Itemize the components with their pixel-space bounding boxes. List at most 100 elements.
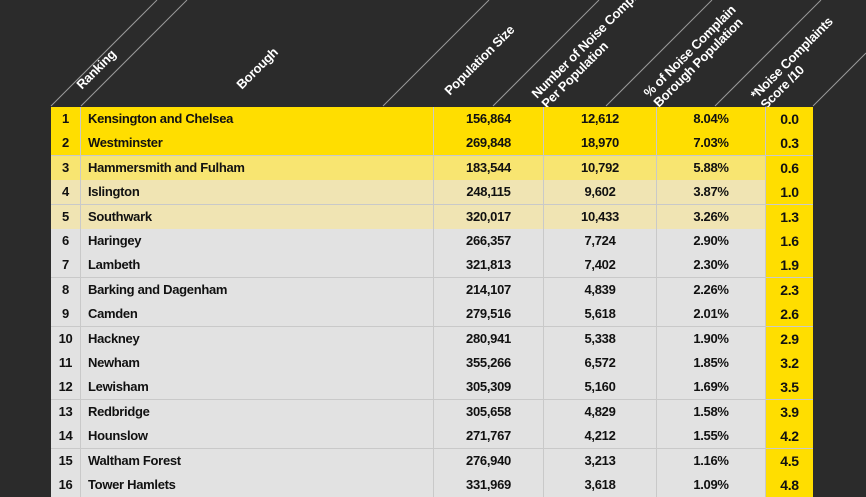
population-cell: 276,940 <box>434 448 544 473</box>
complaints-cell: 10,433 <box>544 204 657 229</box>
percent-cell: 3.26% <box>657 204 766 229</box>
complaints-cell: 6,572 <box>544 351 657 375</box>
population-cell: 183,544 <box>434 155 544 180</box>
noise-complaints-table-graphic: Ranking Borough Population Size Number o… <box>50 0 866 497</box>
divider-line <box>80 0 188 107</box>
rank-cell: 15 <box>51 448 81 473</box>
rank-cell: 5 <box>51 204 81 229</box>
header-divider-lines <box>50 0 866 107</box>
percent-cell: 2.90% <box>657 229 766 253</box>
score-cell: 1.3 <box>766 204 813 229</box>
rank-cell: 10 <box>51 326 81 351</box>
complaints-cell: 12,612 <box>544 107 657 131</box>
borough-cell: Redbridge <box>81 399 434 424</box>
population-cell: 271,767 <box>434 424 544 449</box>
table-row: 10 Hackney 280,941 5,338 1.90% 2.9 <box>51 326 813 351</box>
score-cell: 0.3 <box>766 131 813 156</box>
divider-line <box>605 0 713 107</box>
score-cell: 3.5 <box>766 375 813 400</box>
rank-cell: 1 <box>51 107 81 131</box>
table-row: 3 Hammersmith and Fulham 183,544 10,792 5.88… <box>51 155 813 180</box>
rank-cell: 9 <box>51 302 81 327</box>
complaints-cell: 3,213 <box>544 448 657 473</box>
percent-cell: 1.16% <box>657 448 766 473</box>
table-row: 13 Redbridge 305,658 4,829 1.58% 3.9 <box>51 399 813 424</box>
table-row: 14 Hounslow 271,767 4,212 1.55% 4.2 <box>51 424 813 449</box>
score-cell: 4.5 <box>766 448 813 473</box>
population-cell: 331,969 <box>434 473 544 497</box>
score-cell: 0.6 <box>766 155 813 180</box>
table-row: 4 Islington 248,115 9,602 3.87% 1.0 <box>51 180 813 205</box>
borough-cell: Lewisham <box>81 375 434 400</box>
borough-cell: Waltham Forest <box>81 448 434 473</box>
borough-cell: Newham <box>81 351 434 375</box>
divider-line <box>812 52 866 107</box>
borough-cell: Hammersmith and Fulham <box>81 155 434 180</box>
percent-cell: 2.01% <box>657 302 766 327</box>
score-cell: 2.9 <box>766 326 813 351</box>
borough-cell: Hounslow <box>81 424 434 449</box>
percent-cell: 2.30% <box>657 253 766 278</box>
population-cell: 279,516 <box>434 302 544 327</box>
percent-cell: 5.88% <box>657 155 766 180</box>
rank-cell: 4 <box>51 180 81 205</box>
population-cell: 248,115 <box>434 180 544 205</box>
population-cell: 269,848 <box>434 131 544 156</box>
score-cell: 4.8 <box>766 473 813 497</box>
rank-cell: 2 <box>51 131 81 156</box>
borough-cell: Kensington and Chelsea <box>81 107 434 131</box>
percent-cell: 1.58% <box>657 399 766 424</box>
percent-cell: 1.69% <box>657 375 766 400</box>
table-row: 9 Camden 279,516 5,618 2.01% 2.6 <box>51 302 813 327</box>
table-row: 15 Waltham Forest 276,940 3,213 1.16% 4.5 <box>51 448 813 473</box>
percent-cell: 1.90% <box>657 326 766 351</box>
borough-cell: Hackney <box>81 326 434 351</box>
score-cell: 0.0 <box>766 107 813 131</box>
borough-cell: Southwark <box>81 204 434 229</box>
complaints-cell: 5,160 <box>544 375 657 400</box>
table-row: 2 Westminster 269,848 18,970 7.03% 0.3 <box>51 131 813 156</box>
table-row: 5 Southwark 320,017 10,433 3.26% 1.3 <box>51 204 813 229</box>
borough-cell: Barking and Dagenham <box>81 277 434 302</box>
borough-cell: Islington <box>81 180 434 205</box>
rank-cell: 7 <box>51 253 81 278</box>
percent-cell: 1.55% <box>657 424 766 449</box>
rank-cell: 11 <box>51 351 81 375</box>
population-cell: 321,813 <box>434 253 544 278</box>
table-row: 11 Newham 355,266 6,572 1.85% 3.2 <box>51 351 813 375</box>
divider-line <box>492 0 600 107</box>
complaints-cell: 4,212 <box>544 424 657 449</box>
population-cell: 355,266 <box>434 351 544 375</box>
score-cell: 2.6 <box>766 302 813 327</box>
complaints-cell: 4,839 <box>544 277 657 302</box>
percent-cell: 1.85% <box>657 351 766 375</box>
percent-cell: 8.04% <box>657 107 766 131</box>
rank-cell: 12 <box>51 375 81 400</box>
divider-line <box>714 0 822 107</box>
population-cell: 320,017 <box>434 204 544 229</box>
population-cell: 305,309 <box>434 375 544 400</box>
score-cell: 4.2 <box>766 424 813 449</box>
complaints-cell: 7,402 <box>544 253 657 278</box>
percent-cell: 3.87% <box>657 180 766 205</box>
divider-line <box>382 0 490 107</box>
population-cell: 156,864 <box>434 107 544 131</box>
population-cell: 280,941 <box>434 326 544 351</box>
table-row: 1 Kensington and Chelsea 156,864 12,612 8.04… <box>51 107 813 131</box>
borough-cell: Camden <box>81 302 434 327</box>
rank-cell: 13 <box>51 399 81 424</box>
score-cell: 3.9 <box>766 399 813 424</box>
complaints-cell: 7,724 <box>544 229 657 253</box>
borough-cell: Tower Hamlets <box>81 473 434 497</box>
rank-cell: 14 <box>51 424 81 449</box>
complaints-cell: 10,792 <box>544 155 657 180</box>
table-row: 8 Barking and Dagenham 214,107 4,839 2.26% 2.… <box>51 277 813 302</box>
population-cell: 214,107 <box>434 277 544 302</box>
rank-cell: 16 <box>51 473 81 497</box>
complaints-cell: 4,829 <box>544 399 657 424</box>
rank-cell: 6 <box>51 229 81 253</box>
score-cell: 1.6 <box>766 229 813 253</box>
score-cell: 3.2 <box>766 351 813 375</box>
rank-cell: 8 <box>51 277 81 302</box>
population-cell: 305,658 <box>434 399 544 424</box>
